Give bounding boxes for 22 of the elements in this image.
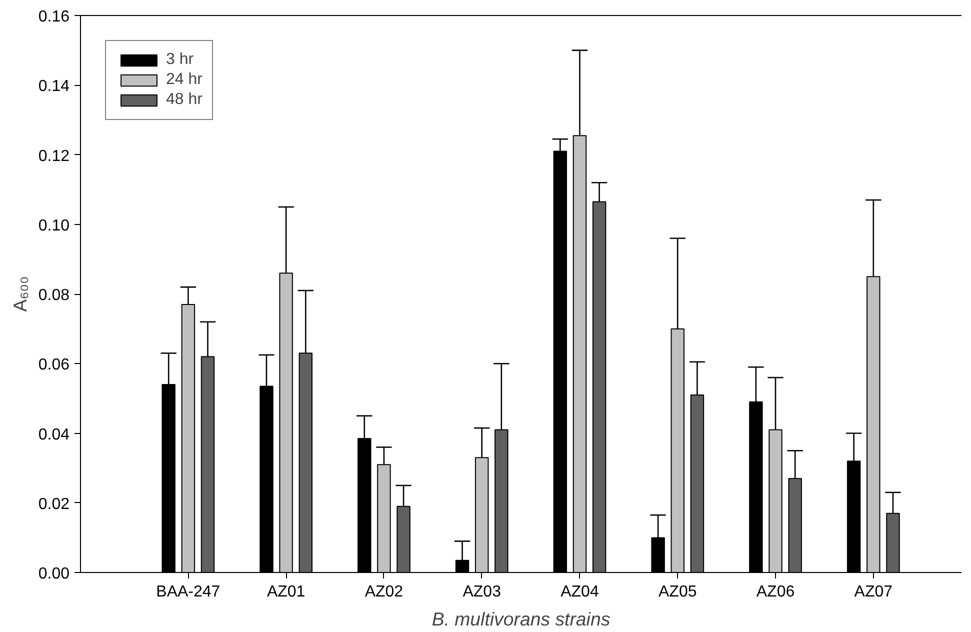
x-tick-label: AZ07 bbox=[854, 584, 893, 600]
x-tick-label: AZ05 bbox=[658, 584, 697, 600]
legend-label: 48 hr bbox=[166, 91, 202, 109]
y-tick-label: 0.02 bbox=[38, 496, 70, 513]
x-tick-label: AZ03 bbox=[462, 584, 502, 600]
legend-label: 24 hr bbox=[166, 71, 202, 89]
y-tick-label: 0.04 bbox=[38, 426, 70, 444]
y-tick-label: 0.00 bbox=[38, 566, 70, 582]
y-axis-title: A₆₀₀ bbox=[9, 276, 30, 312]
y-tick-label: 0.10 bbox=[38, 217, 70, 234]
y-tick-label: 0.16 bbox=[38, 8, 70, 26]
x-tick-label: AZ01 bbox=[266, 584, 306, 600]
x-tick-label: AZ02 bbox=[364, 584, 404, 600]
y-tick-label: 0.12 bbox=[38, 148, 70, 165]
x-tick-label: AZ04 bbox=[560, 584, 599, 600]
y-tick-label: 0.06 bbox=[38, 356, 70, 374]
y-tick-label: 0.14 bbox=[38, 78, 70, 96]
y-tick-label: 0.08 bbox=[38, 287, 70, 304]
x-tick-label: AZ06 bbox=[756, 584, 795, 600]
x-tick-label: BAA-247 bbox=[156, 584, 220, 600]
x-axis-title: B. multivorans strains bbox=[432, 608, 610, 630]
legend-label: 3 hr bbox=[166, 51, 194, 69]
